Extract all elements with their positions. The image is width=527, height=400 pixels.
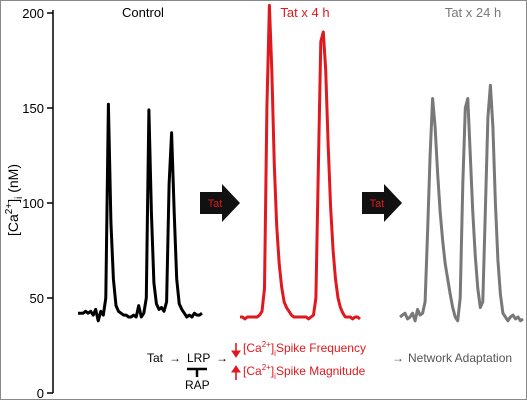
y-tick-label: 0 — [37, 386, 44, 400]
arrow-label: Tat — [208, 198, 223, 210]
effect-2-prefix: [Ca — [243, 364, 262, 378]
effect-1-sub: i — [274, 349, 276, 358]
y-axis-label: [Ca2+]i (nM) — [4, 164, 25, 236]
arrow-shape — [200, 184, 240, 222]
effect-1-sup: 2+ — [262, 340, 271, 349]
effect-2-sup: 2+ — [262, 363, 271, 372]
series-title-tat-4h: Tat x 4 h — [280, 5, 329, 20]
schematic-arrow-2: → — [216, 351, 228, 365]
treatment-arrow-2: Tat — [362, 184, 402, 222]
y-axis-label-base: [Ca — [5, 214, 21, 236]
y-tick-label: 50 — [30, 291, 44, 306]
schematic-arrow-3: → — [392, 351, 404, 365]
y-tick-label: 150 — [22, 101, 44, 116]
mechanism-schematic: Tat → LRP RAP → [Ca2+]iSpike Frequency [… — [147, 340, 512, 392]
increase-arrow-icon — [231, 365, 241, 380]
y-axis-label-close: ] — [5, 199, 21, 203]
y-axis-label-sub: i — [14, 197, 25, 199]
effect-1-text: Spike Frequency — [276, 341, 366, 355]
effect-1-close: ] — [271, 341, 274, 355]
series-trace-tat-24h — [399, 83, 524, 323]
y-axis-label-unit: (nM) — [5, 164, 21, 197]
series-title-control: Control — [122, 5, 164, 20]
series-trace-tat-4h — [240, 3, 361, 321]
arrow-shape — [362, 184, 402, 222]
arrow-label: Tat — [370, 198, 385, 210]
treatment-arrow-1: Tat — [200, 184, 240, 222]
schematic-tat: Tat — [147, 351, 164, 365]
effect-2-text: Spike Magnitude — [276, 364, 366, 378]
y-axis-label-sup: 2+ — [4, 203, 15, 215]
effect-spike-frequency: [Ca2+]iSpike Frequency — [243, 340, 366, 358]
schematic-lrp: LRP — [187, 351, 210, 365]
series-trace-control — [78, 102, 203, 323]
y-tick-label: 100 — [22, 196, 44, 211]
effect-1-prefix: [Ca — [243, 341, 262, 355]
schematic-rap: RAP — [185, 378, 210, 392]
effect-spike-magnitude: [Ca2+]iSpike Magnitude — [243, 363, 366, 381]
series-title-tat-24h: Tat x 24 h — [445, 5, 501, 20]
decrease-arrow-icon — [231, 343, 241, 358]
schematic-arrow-1: → — [169, 351, 181, 365]
effect-2-close: ] — [271, 364, 274, 378]
y-axis-ticks: 0 50 100 150 200 — [22, 6, 53, 400]
schematic-outcome: Network Adaptation — [408, 351, 512, 365]
y-tick-label: 200 — [22, 6, 44, 21]
effect-2-sub: i — [274, 372, 276, 381]
